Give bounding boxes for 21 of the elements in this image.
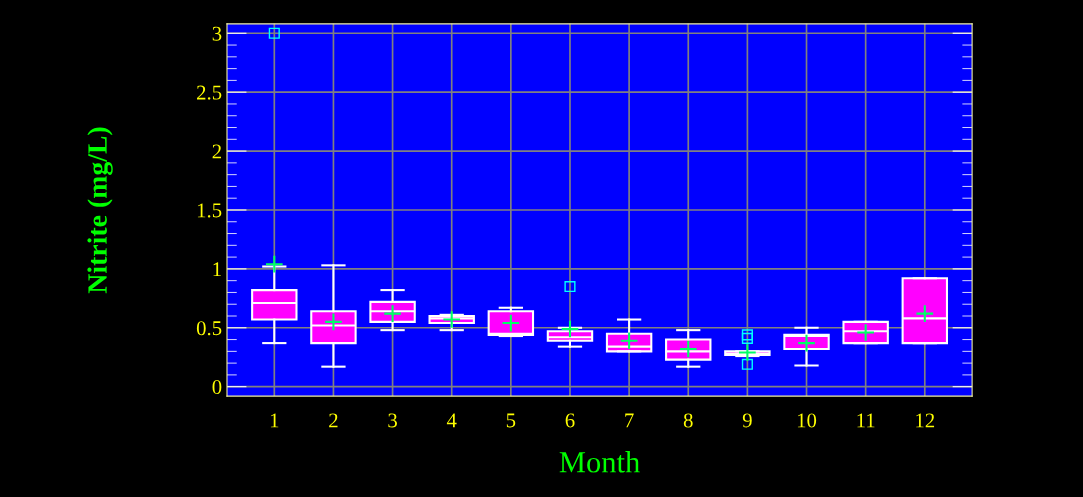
x-tick-label: 2 [329, 413, 338, 428]
y-tick-label: 0.5 [196, 321, 222, 336]
x-tick-label: 5 [506, 413, 516, 428]
y-axis-title: Nitrite (mg/L) [87, 127, 113, 294]
x-tick-label: 10 [797, 413, 817, 428]
y-tick-label: 0 [212, 380, 222, 395]
x-tick-label: 12 [916, 413, 935, 428]
y-tick-label: 2 [212, 144, 221, 159]
x-tick-label: 11 [857, 413, 875, 428]
x-tick-label: 9 [742, 413, 752, 428]
x-tick-label: 7 [625, 413, 634, 428]
x-tick-label: 8 [683, 413, 693, 428]
y-tick-label: 3 [212, 26, 222, 41]
y-tick-label: 1.5 [197, 203, 222, 218]
x-tick-label: 1 [270, 413, 279, 428]
x-tick-label: 6 [565, 413, 575, 428]
x-axis-title: Month [559, 451, 640, 473]
x-tick-label: 4 [446, 413, 457, 428]
y-tick-label: 1 [213, 262, 221, 277]
x-tick-label: 3 [388, 413, 397, 428]
y-tick-label: 2.5 [197, 85, 222, 100]
